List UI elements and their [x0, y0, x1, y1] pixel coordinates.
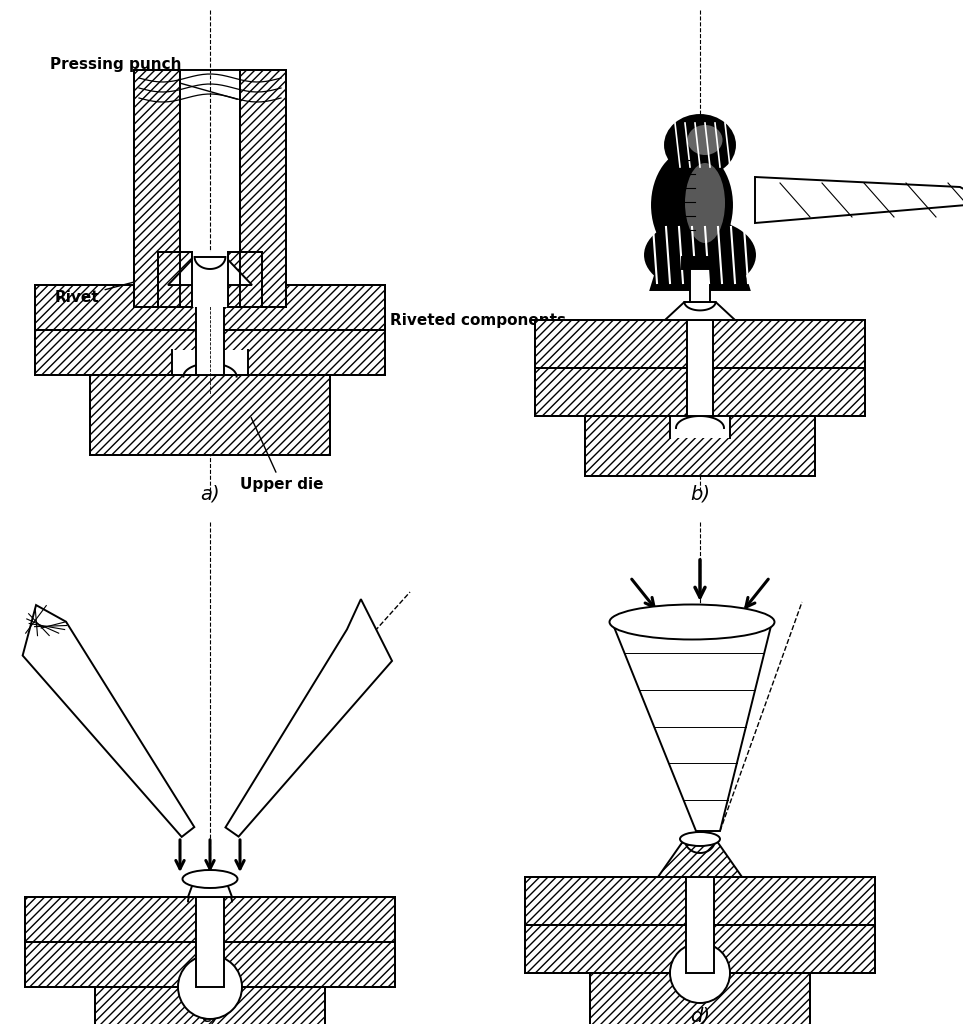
Bar: [690, 267, 711, 302]
Bar: [224, 942, 395, 987]
Ellipse shape: [652, 150, 732, 260]
Bar: [224, 285, 385, 330]
Bar: [525, 877, 686, 925]
Polygon shape: [172, 350, 248, 375]
Text: Riveted components: Riveted components: [382, 312, 566, 330]
Bar: [713, 368, 865, 416]
Ellipse shape: [665, 115, 735, 175]
Polygon shape: [90, 375, 330, 455]
Bar: [686, 877, 714, 973]
Polygon shape: [95, 987, 325, 1024]
Polygon shape: [650, 220, 749, 290]
Bar: [196, 897, 224, 987]
Bar: [25, 897, 196, 942]
Bar: [224, 330, 385, 375]
Polygon shape: [585, 416, 815, 476]
Circle shape: [178, 955, 242, 1019]
Bar: [714, 877, 875, 925]
Text: Pressing punch: Pressing punch: [50, 57, 237, 99]
Bar: [35, 330, 196, 375]
Polygon shape: [168, 257, 252, 285]
Bar: [525, 925, 686, 973]
Ellipse shape: [183, 870, 238, 888]
Polygon shape: [228, 252, 262, 307]
Bar: [224, 897, 395, 942]
Bar: [35, 285, 196, 330]
Polygon shape: [158, 252, 192, 307]
Bar: [687, 319, 713, 416]
Bar: [714, 925, 875, 973]
Bar: [25, 942, 196, 987]
Polygon shape: [188, 879, 232, 897]
Text: Upper die: Upper die: [240, 418, 324, 493]
Bar: [192, 252, 228, 307]
Polygon shape: [240, 70, 286, 307]
Text: b): b): [690, 485, 710, 504]
Bar: [682, 257, 718, 269]
Polygon shape: [134, 70, 180, 307]
Text: a): a): [200, 485, 220, 504]
Ellipse shape: [685, 163, 725, 243]
Bar: [535, 319, 687, 368]
Ellipse shape: [645, 220, 755, 290]
Polygon shape: [23, 605, 195, 837]
Bar: [196, 285, 224, 375]
Ellipse shape: [688, 125, 722, 155]
Polygon shape: [590, 973, 810, 1024]
Polygon shape: [670, 416, 730, 438]
Polygon shape: [658, 839, 742, 877]
Polygon shape: [665, 302, 735, 319]
Circle shape: [670, 943, 730, 1002]
Polygon shape: [225, 599, 392, 837]
Text: d): d): [690, 1007, 710, 1024]
Bar: [535, 368, 687, 416]
Bar: [713, 319, 865, 368]
Ellipse shape: [680, 831, 720, 846]
Polygon shape: [612, 622, 772, 831]
Text: c): c): [201, 1007, 220, 1024]
Polygon shape: [755, 177, 963, 223]
Text: Rivet: Rivet: [55, 267, 189, 304]
Ellipse shape: [610, 604, 774, 640]
